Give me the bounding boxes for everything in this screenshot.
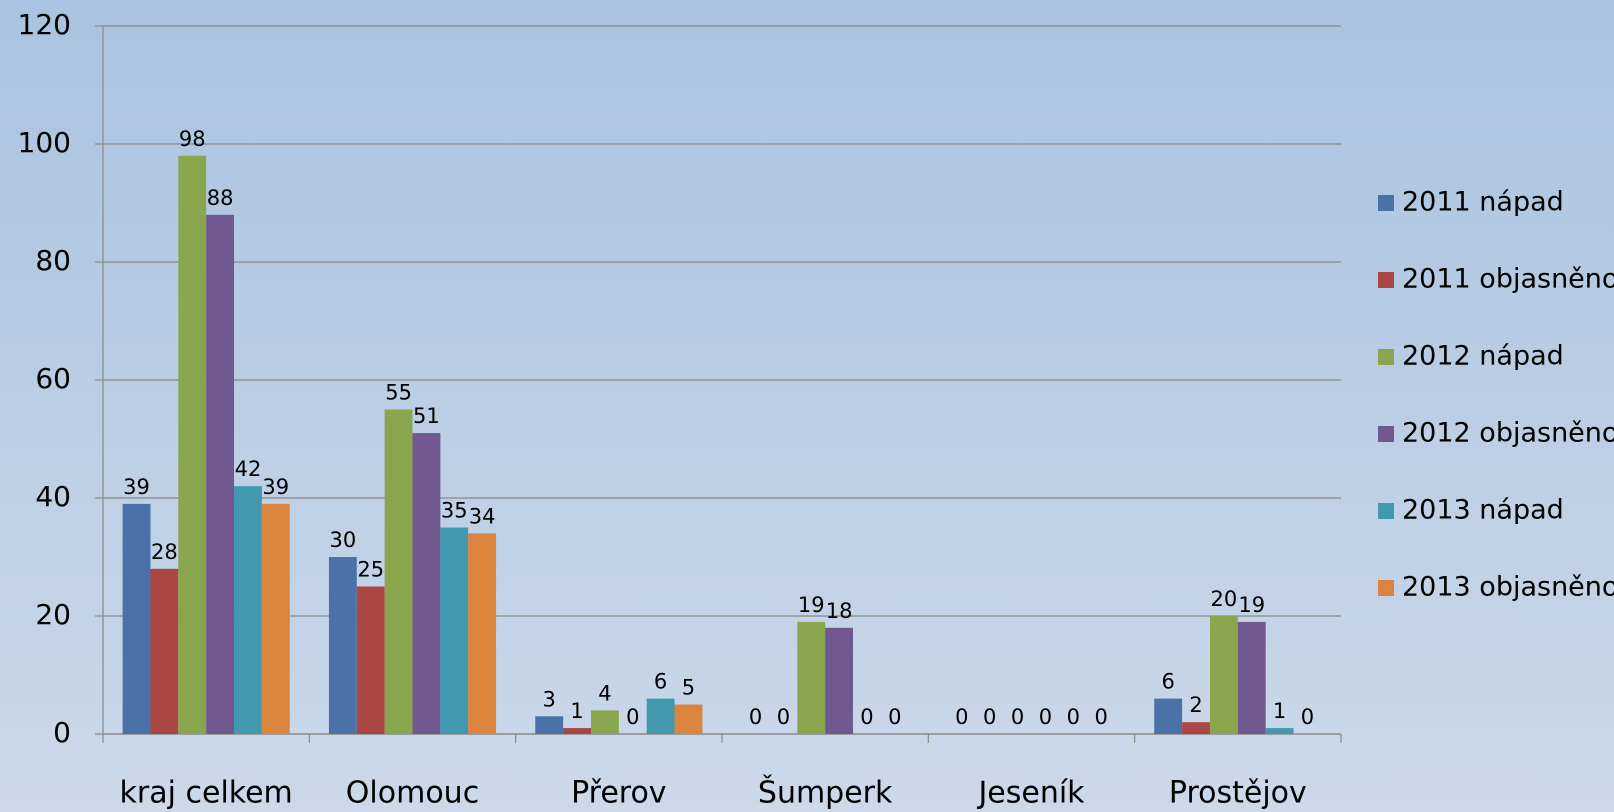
legend-label: 2011 objasněno — [1402, 264, 1614, 295]
data-label: 25 — [357, 558, 384, 582]
data-label: 34 — [469, 504, 496, 528]
y-tick-label: 80 — [35, 244, 71, 277]
data-label: 0 — [749, 705, 762, 729]
data-label: 0 — [1067, 705, 1080, 729]
bar — [261, 503, 290, 734]
bar — [178, 155, 207, 735]
bar — [590, 710, 619, 734]
bar — [206, 214, 235, 735]
data-label: 1 — [1273, 699, 1286, 723]
y-tick-label: 40 — [35, 480, 71, 513]
legend-swatch — [1378, 195, 1394, 211]
data-label: 0 — [1039, 705, 1052, 729]
data-label: 98 — [179, 127, 206, 151]
bar — [122, 503, 151, 734]
x-tick-label: Přerov — [571, 776, 666, 811]
legend-label: 2013 objasněno — [1402, 572, 1614, 603]
x-tick-label: Olomouc — [346, 776, 479, 811]
y-tick-label: 20 — [35, 598, 71, 631]
legend-label: 2012 objasněno — [1402, 418, 1614, 449]
data-label: 0 — [1094, 705, 1107, 729]
data-label: 18 — [826, 599, 853, 623]
bar — [1154, 698, 1183, 734]
bar — [234, 486, 262, 734]
bar — [535, 716, 564, 734]
bar — [1265, 728, 1294, 734]
legend-swatch — [1378, 349, 1394, 365]
bar — [563, 728, 591, 734]
x-tick-label: Prostějov — [1169, 776, 1307, 811]
y-tick-label: 0 — [53, 716, 71, 749]
legend-swatch — [1378, 272, 1394, 288]
bar — [384, 409, 413, 734]
y-tick-label: 60 — [35, 362, 71, 395]
data-label: 19 — [1238, 593, 1265, 617]
bar — [468, 533, 497, 734]
data-label: 1 — [570, 699, 583, 723]
data-label: 0 — [626, 705, 639, 729]
bar — [825, 627, 854, 734]
data-label: 39 — [262, 475, 289, 499]
bar — [440, 527, 469, 734]
data-label: 3 — [543, 687, 556, 711]
data-label: 0 — [860, 705, 873, 729]
legend-label: 2012 nápad — [1402, 341, 1564, 372]
bar — [1237, 621, 1266, 734]
y-tick-label: 120 — [18, 8, 71, 41]
bar — [674, 704, 703, 734]
data-label: 0 — [983, 705, 996, 729]
data-label: 55 — [385, 381, 412, 405]
legend-label: 2013 nápad — [1402, 495, 1564, 526]
data-label: 5 — [682, 676, 695, 700]
legend-label: 2011 nápad — [1402, 187, 1564, 218]
data-label: 51 — [413, 404, 440, 428]
bar — [412, 433, 441, 734]
legend-swatch — [1378, 503, 1394, 519]
bar — [797, 621, 826, 734]
x-tick-label: Šumperk — [758, 774, 893, 811]
data-label: 0 — [888, 705, 901, 729]
data-label: 0 — [1011, 705, 1024, 729]
bar — [1182, 722, 1210, 734]
x-tick-label: Jeseník — [976, 776, 1085, 811]
bar — [150, 568, 179, 734]
y-tick-label: 100 — [18, 126, 71, 159]
data-label: 0 — [955, 705, 968, 729]
data-label: 0 — [1301, 705, 1314, 729]
data-label: 39 — [123, 475, 150, 499]
data-label: 20 — [1211, 587, 1238, 611]
data-label: 42 — [235, 457, 262, 481]
data-label: 88 — [207, 186, 234, 210]
data-label: 28 — [151, 540, 178, 564]
data-label: 6 — [1162, 670, 1175, 694]
x-tick-label: kraj celkem — [120, 776, 293, 811]
data-label: 4 — [598, 681, 611, 705]
data-label: 0 — [777, 705, 790, 729]
bar — [328, 557, 357, 734]
bar — [356, 586, 385, 734]
data-label: 2 — [1189, 693, 1202, 717]
bar — [1209, 616, 1238, 734]
data-label: 30 — [329, 528, 356, 552]
legend-swatch — [1378, 426, 1394, 442]
data-label: 35 — [441, 499, 468, 523]
data-label: 19 — [798, 593, 825, 617]
data-label: 6 — [654, 670, 667, 694]
bar — [646, 698, 675, 734]
legend-swatch — [1378, 580, 1394, 596]
